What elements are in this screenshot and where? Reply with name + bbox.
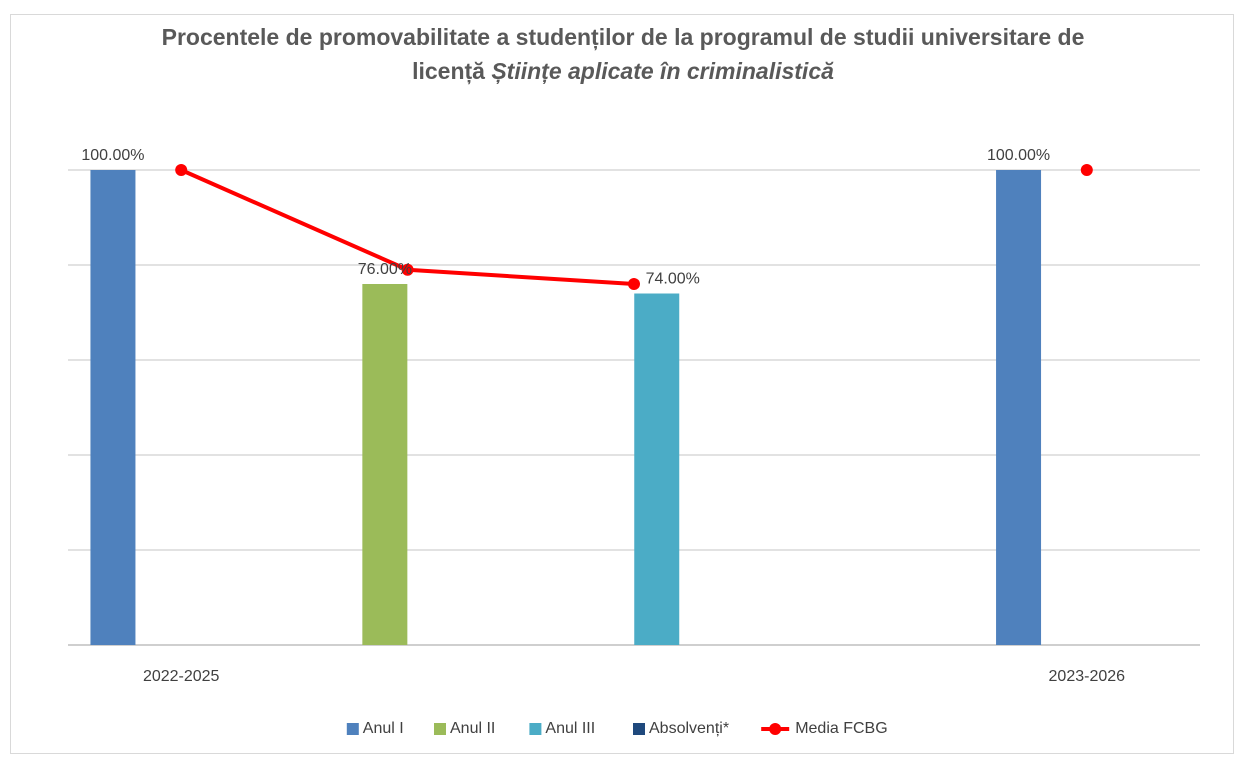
legend-label: Anul I (363, 720, 404, 737)
legend-marker (769, 723, 782, 735)
bar (996, 170, 1042, 645)
chart-title-italic: Științe aplicate în criminalistică (491, 58, 834, 84)
x-tick-label: 2023-2026 (1049, 668, 1126, 685)
data-label: 100.00% (987, 147, 1050, 164)
line-marker (1080, 164, 1093, 176)
legend-swatch (346, 723, 359, 735)
data-label: 74.00% (646, 271, 700, 288)
legend-label: Absolvenți* (649, 720, 729, 737)
data-label: 100.00% (81, 147, 144, 164)
line-marker (628, 278, 640, 290)
bar (362, 284, 408, 645)
legend-label: Anul III (545, 720, 595, 737)
bar (90, 170, 136, 645)
chart-title: Procentele de promovabilitate a studenți… (161, 24, 1085, 84)
data-label: 76.00% (358, 261, 412, 278)
line-marker (175, 164, 188, 176)
legend-label: Media FCBG (795, 720, 887, 737)
legend-label: Anul II (450, 720, 495, 737)
line-marker (401, 263, 414, 276)
legend-swatch (434, 723, 446, 735)
chart-title-block: Procentele de promovabilitate a studenți… (150, 20, 1096, 88)
legend-swatch (633, 723, 645, 735)
chart-frame (10, 14, 1234, 754)
bar (634, 293, 680, 645)
x-tick-label: 2022-2025 (143, 668, 220, 685)
legend-swatch (529, 723, 542, 735)
